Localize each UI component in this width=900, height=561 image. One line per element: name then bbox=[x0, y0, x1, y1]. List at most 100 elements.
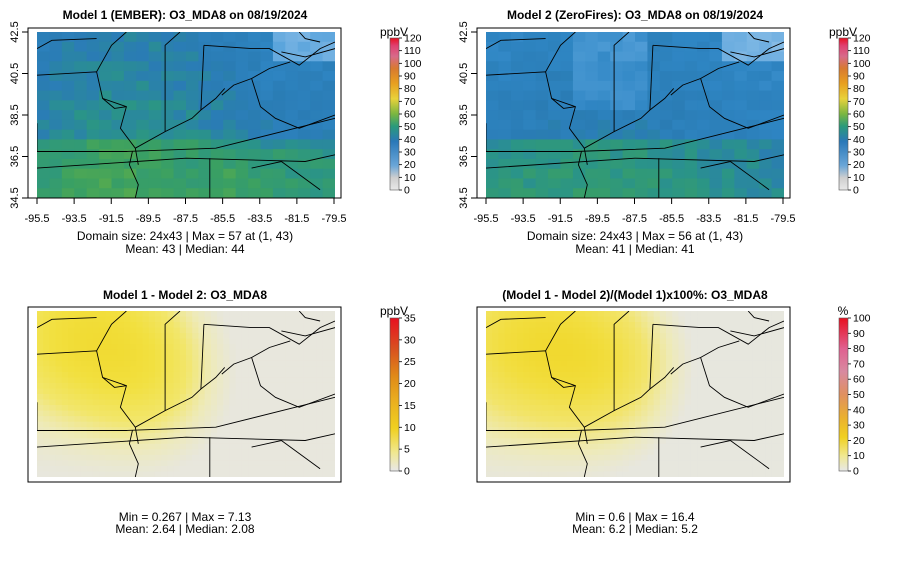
grid-cell bbox=[167, 449, 175, 456]
grid-cell bbox=[771, 110, 784, 121]
grid-cell bbox=[192, 327, 200, 334]
grid-cell bbox=[678, 349, 686, 356]
grid-cell bbox=[99, 110, 113, 121]
grid-cell bbox=[167, 382, 175, 390]
panel-model2: Model 2 (ZeroFires): O3_MDA8 on 08/19/20… bbox=[458, 8, 871, 256]
grid-cell bbox=[504, 344, 512, 351]
state-border bbox=[281, 327, 335, 337]
grid-cell bbox=[99, 322, 106, 329]
grid-cell bbox=[659, 410, 667, 417]
grid-cell bbox=[179, 421, 187, 428]
grid-cell bbox=[684, 344, 692, 351]
grid-cell bbox=[622, 427, 630, 434]
grid-cell bbox=[734, 188, 748, 198]
grid-cell bbox=[554, 460, 562, 467]
grid-cell bbox=[734, 90, 748, 101]
grid-cell bbox=[572, 410, 580, 417]
grid-cell bbox=[585, 471, 593, 477]
colorbar-tick-label: 50 bbox=[853, 389, 865, 401]
grid-cell bbox=[498, 432, 506, 439]
grid-cell bbox=[734, 410, 742, 417]
grid-cell bbox=[328, 360, 335, 367]
grid-cell bbox=[49, 129, 63, 141]
grid-cell bbox=[709, 410, 717, 417]
grid-cell bbox=[597, 129, 611, 141]
grid-cell bbox=[285, 158, 299, 170]
grid-cell bbox=[167, 360, 175, 367]
grid-cell bbox=[498, 311, 506, 318]
grid-cell bbox=[179, 394, 187, 401]
grid-cell bbox=[55, 410, 63, 417]
grid-cell bbox=[635, 421, 642, 428]
grid-cell bbox=[572, 465, 580, 473]
grid-cell bbox=[86, 338, 94, 345]
grid-cell bbox=[709, 421, 717, 428]
grid-cell bbox=[498, 80, 512, 92]
grid-cell bbox=[74, 421, 82, 428]
grid-cell bbox=[709, 158, 723, 170]
grid-cell bbox=[254, 427, 262, 434]
grid-cell bbox=[603, 427, 611, 434]
grid-cell bbox=[99, 377, 106, 384]
colorbar-tick-label: 40 bbox=[853, 134, 865, 146]
grid-cell bbox=[316, 344, 324, 351]
grid-cell bbox=[217, 388, 224, 395]
grid-cell bbox=[37, 188, 51, 198]
grid-cell bbox=[192, 360, 200, 367]
grid-cell bbox=[548, 454, 555, 461]
grid-cell bbox=[746, 90, 760, 101]
grid-cell bbox=[641, 360, 649, 367]
grid-cell bbox=[659, 188, 673, 198]
grid-cell bbox=[759, 405, 766, 412]
grid-cell bbox=[167, 371, 175, 378]
grid-cell bbox=[260, 100, 274, 111]
grid-cell bbox=[591, 360, 599, 367]
grid-cell bbox=[86, 443, 94, 450]
grid-cell bbox=[210, 427, 218, 434]
grid-cell bbox=[111, 349, 119, 356]
grid-cell bbox=[210, 129, 224, 141]
grid-cell bbox=[136, 454, 144, 461]
grid-cell bbox=[186, 460, 193, 467]
grid-cell bbox=[672, 333, 680, 340]
grid-cell bbox=[659, 168, 673, 180]
grid-cell bbox=[303, 344, 311, 351]
grid-cell bbox=[49, 188, 63, 198]
grid-cell bbox=[740, 394, 748, 401]
grid-cell bbox=[765, 349, 773, 356]
colorbar-tick-label: 0 bbox=[404, 185, 410, 197]
grid-cell bbox=[697, 316, 704, 323]
grid-cell bbox=[74, 382, 82, 390]
grid-cell bbox=[161, 366, 168, 373]
grid-cell bbox=[541, 410, 549, 417]
grid-cell bbox=[703, 371, 711, 378]
grid-cell bbox=[622, 168, 636, 180]
grid-cell bbox=[235, 421, 243, 428]
grid-cell bbox=[746, 399, 754, 406]
grid-cell bbox=[303, 410, 311, 417]
grid-cell bbox=[560, 405, 568, 412]
grid-cell bbox=[123, 61, 137, 72]
grid-cell bbox=[148, 421, 156, 428]
grid-cell bbox=[173, 410, 181, 417]
grid-cell bbox=[579, 405, 586, 412]
grid-cell bbox=[204, 371, 212, 378]
grid-cell bbox=[504, 388, 512, 395]
grid-cell bbox=[217, 399, 224, 406]
state-border bbox=[730, 48, 784, 58]
panel-title: Model 2 (ZeroFires): O3_MDA8 on 08/19/20… bbox=[507, 8, 763, 22]
grid-cell bbox=[173, 158, 187, 170]
grid-cell bbox=[771, 382, 779, 390]
grid-cell bbox=[510, 449, 518, 456]
grid-cell bbox=[99, 465, 106, 473]
colorbar-tick-label: 30 bbox=[853, 147, 865, 159]
grid-cell bbox=[529, 355, 537, 362]
grid-cell bbox=[179, 432, 187, 439]
grid-cell bbox=[260, 110, 274, 121]
grid-cell bbox=[635, 178, 649, 189]
grid-cell bbox=[697, 311, 704, 318]
grid-cell bbox=[291, 382, 299, 390]
grid-cell bbox=[690, 421, 698, 428]
grid-cell bbox=[55, 394, 63, 401]
grid-cell bbox=[316, 382, 324, 390]
